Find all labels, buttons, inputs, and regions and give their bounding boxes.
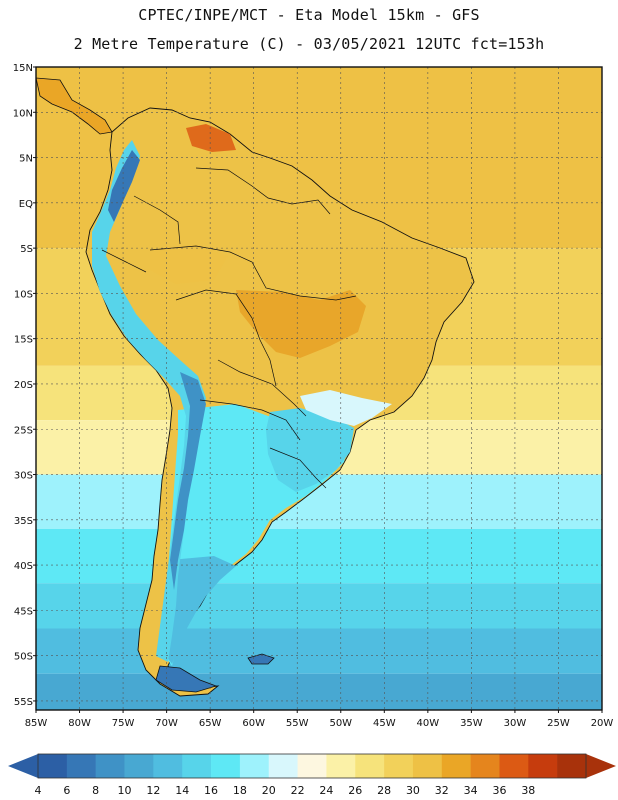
lon-label: 85W: [25, 718, 48, 729]
lat-label: 40S: [14, 561, 33, 572]
lat-label: 5S: [20, 244, 33, 255]
colorbar-cell: [182, 754, 212, 778]
colorbar-cell: [441, 754, 471, 778]
lon-label: 50W: [329, 718, 352, 729]
lat-label: 55S: [14, 697, 33, 708]
colorbar-cell: [355, 754, 385, 778]
colorbar-cell: [66, 754, 96, 778]
colorbar-tick-label: 6: [63, 784, 70, 797]
map-content: [36, 67, 602, 710]
colorbar-cell: [557, 754, 587, 778]
title-model: CPTEC/INPE/MCT - Eta Model 15km - GFS: [138, 6, 480, 24]
lat-label: 30S: [14, 471, 33, 482]
lat-label: EQ: [19, 199, 33, 210]
lat-label: 20S: [14, 380, 33, 391]
longitude-labels: 85W 80W 75W 70W 65W 60W 55W 50W 45W 40W 35W 30W 25W 2…: [25, 710, 614, 729]
hot-zone-venezuela: [186, 124, 236, 152]
colorbar-tick-label: 4: [35, 784, 42, 797]
lat-label: 10S: [14, 289, 33, 300]
andes-northern-peaks: [108, 150, 140, 222]
lat-label: 35S: [14, 516, 33, 527]
colorbar-tick-label: 12: [146, 784, 160, 797]
ocean-band-5: [36, 528, 602, 584]
colorbar-cell: [239, 754, 270, 778]
colorbar-cell: [412, 754, 443, 778]
lon-label: 70W: [155, 718, 178, 729]
andes-high-peaks: [170, 372, 206, 590]
colorbar-tick-label: 24: [319, 784, 333, 797]
ocean-band-7: [36, 628, 602, 674]
lon-label: 40W: [417, 718, 440, 729]
land-temperature-fields: [36, 77, 475, 697]
colorbar-tick-label: 38: [521, 784, 535, 797]
ocean-band-8: [36, 673, 602, 710]
latitude-labels: 15N 10N 5N EQ 5S 10S 15S 20S 25S 30S 35S 40S 45S 50S 5…: [13, 63, 36, 708]
colorbar-tick-label: 28: [377, 784, 391, 797]
colorbar-cell: [268, 754, 298, 778]
colorbar-outline: [37, 753, 587, 779]
colorbar-tick-label: 36: [492, 784, 506, 797]
lon-label: 25W: [547, 718, 570, 729]
map-frame: [35, 66, 603, 711]
colorbar-tick-label: 22: [291, 784, 305, 797]
colorbar-cell: [95, 754, 125, 778]
colorbar-tick-label: 20: [262, 784, 276, 797]
title-variable-date: 2 Metre Temperature (C) - 03/05/2021 12U…: [73, 35, 545, 53]
central-america-land: [36, 77, 113, 135]
lat-label: 5N: [19, 154, 33, 165]
colorbar-cell: [38, 754, 68, 778]
tierra-del-fuego-land: [155, 665, 218, 693]
falkland-islands: [247, 653, 275, 665]
lat-label: 15S: [14, 335, 33, 346]
colorbar-tick-label: 30: [406, 784, 420, 797]
lon-label: 35W: [460, 718, 483, 729]
colorbar-cell: [384, 754, 414, 778]
colorbar-tick-label: 34: [464, 784, 478, 797]
colorbar-cell: [499, 754, 529, 778]
lon-label: 20W: [591, 718, 614, 729]
colorbar-cell: [528, 754, 558, 778]
lon-label: 55W: [286, 718, 309, 729]
lat-label: 50S: [14, 652, 33, 663]
colorbar-tick-label: 26: [348, 784, 362, 797]
colorbar-cell: [124, 754, 154, 778]
mild-zone-southeast-brazil: [300, 390, 392, 426]
colorbar-tick-label: 32: [435, 784, 449, 797]
lon-label: 80W: [68, 718, 91, 729]
lat-label: 10N: [13, 108, 33, 119]
cool-zone-patagonia: [162, 556, 236, 664]
lon-label: 60W: [242, 718, 265, 729]
temperature-colorbar: 4 6 8 10 12 14 16 18 20 22 24 26 28 30 32 34 36 38: [8, 753, 616, 797]
colorbar-cell: [297, 754, 327, 778]
hot-zone-central-brazil: [236, 290, 366, 358]
colorbar-cell: [326, 754, 356, 778]
lon-label: 65W: [199, 718, 222, 729]
colorbar-cell: [153, 754, 183, 778]
lon-label: 30W: [504, 718, 527, 729]
ocean-band-6: [36, 583, 602, 629]
colorbar-cell: [470, 754, 500, 778]
colorbar-cell: [211, 754, 241, 778]
lat-label: 45S: [14, 606, 33, 617]
lat-lon-grid: [36, 67, 602, 710]
lat-label: 15N: [13, 63, 33, 74]
colorbar-high-arrow: [586, 754, 616, 778]
colorbar-low-arrow: [8, 754, 38, 778]
lon-label: 75W: [112, 718, 135, 729]
hot-zone-amazon: [150, 244, 228, 284]
colorbar-tick-label: 18: [233, 784, 247, 797]
colorbar-tick-label: 16: [204, 784, 218, 797]
colorbar-tick-label: 10: [118, 784, 132, 797]
colorbar-tick-label: 8: [92, 784, 99, 797]
lat-label: 25S: [14, 425, 33, 436]
colorbar-tick-label: 14: [175, 784, 189, 797]
lon-label: 45W: [373, 718, 396, 729]
